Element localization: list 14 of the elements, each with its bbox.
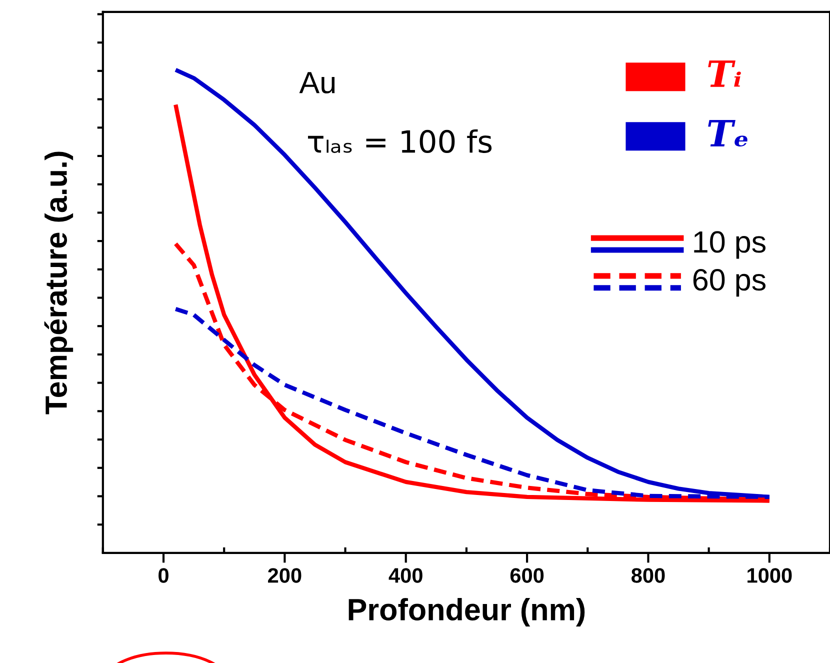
annotation: Au (299, 72, 335, 94)
x-tick-label: 200 (268, 568, 302, 583)
x-tick-label: 800 (632, 568, 665, 583)
annotation: Tₑ (708, 120, 748, 146)
x-axis-title: Profondeur (nm) (348, 598, 585, 627)
annotation: 60 ps (693, 269, 766, 297)
x-tick-label: 1000 (748, 568, 792, 583)
y-axis-title: Température (a.u.) (44, 152, 74, 414)
annotation: τₗₐₛ = 100 fs (308, 129, 492, 154)
annotation: Tᵢ (708, 60, 741, 87)
annotation: 10 ps (694, 231, 766, 259)
x-tick-label: 400 (388, 568, 422, 583)
x-tick-label: 0 (158, 568, 168, 583)
x-tick-label: 600 (510, 568, 544, 583)
